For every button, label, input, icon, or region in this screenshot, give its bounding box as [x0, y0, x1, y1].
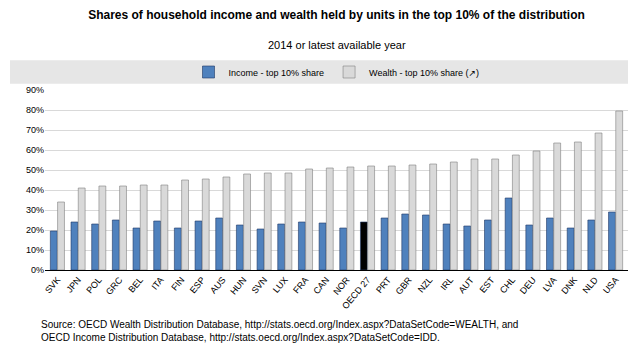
svg-text:BEL: BEL [126, 275, 145, 294]
svg-text:CHL: CHL [498, 275, 517, 295]
svg-text:Income - top 10% share: Income - top 10% share [229, 68, 325, 78]
svg-text:80%: 80% [26, 105, 44, 115]
svg-text:20%: 20% [26, 225, 44, 235]
svg-text:ESP: ESP [188, 275, 207, 295]
svg-text:Source: OECD Wealth Distributi: Source: OECD Wealth Distribution Databas… [41, 319, 518, 343]
svg-text:NZL: NZL [416, 275, 435, 294]
svg-text:USA: USA [601, 275, 621, 296]
svg-text:ITA: ITA [150, 275, 166, 292]
svg-text:DNK: DNK [559, 275, 579, 296]
svg-text:OECD 27: OECD 27 [340, 275, 372, 311]
svg-text:70%: 70% [26, 125, 44, 135]
svg-text:NOR: NOR [331, 275, 352, 297]
svg-text:DEU: DEU [518, 275, 538, 296]
svg-text:GRC: GRC [104, 275, 125, 297]
svg-text:0%: 0% [31, 265, 44, 275]
svg-text:LUX: LUX [271, 275, 290, 295]
svg-text:PRT: PRT [374, 275, 393, 295]
svg-text:AUS: AUS [208, 275, 228, 296]
svg-text:Wealth - top 10% share (↗): Wealth - top 10% share (↗) [369, 68, 479, 78]
svg-text:40%: 40% [26, 185, 44, 195]
svg-text:HUN: HUN [228, 275, 248, 296]
svg-text:FIN: FIN [169, 275, 186, 293]
svg-text:SVN: SVN [250, 275, 270, 296]
svg-text:SVK: SVK [43, 275, 62, 295]
svg-text:AUT: AUT [457, 275, 477, 296]
svg-text:GBR: GBR [394, 275, 415, 297]
svg-text:Shares of household income and: Shares of household income and wealth he… [88, 8, 585, 22]
svg-text:NLD: NLD [581, 275, 601, 296]
svg-text:LVA: LVA [541, 275, 559, 293]
svg-text:60%: 60% [26, 145, 44, 155]
svg-text:IRL: IRL [439, 275, 456, 292]
svg-text:90%: 90% [26, 85, 44, 95]
svg-text:2014 or latest available year: 2014 or latest available year [268, 39, 406, 51]
svg-text:JPN: JPN [64, 275, 83, 294]
svg-text:50%: 50% [26, 165, 44, 175]
svg-text:POL: POL [84, 275, 103, 295]
svg-text:10%: 10% [26, 245, 44, 255]
svg-text:FRA: FRA [291, 275, 310, 295]
svg-text:30%: 30% [26, 205, 44, 215]
svg-text:EST: EST [478, 275, 497, 295]
svg-text:CAN: CAN [311, 275, 331, 296]
